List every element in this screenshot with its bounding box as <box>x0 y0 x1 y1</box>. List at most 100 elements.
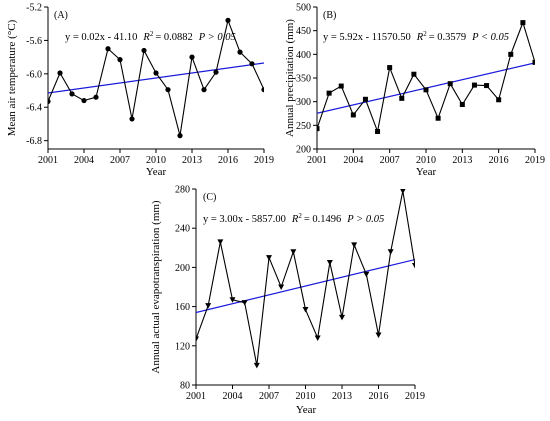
panel-b-ylabel: Annual precipitation (mm) <box>284 19 296 137</box>
panel-c-data-point <box>351 242 358 248</box>
panel-a-axes: -6.8 -6.4 -6.0 -5.6 -5.2 2001 2004 2007 2010 2013… <box>26 3 274 167</box>
panel-c-data-point <box>290 249 297 255</box>
panel-c-x-tick-label: 2001 <box>186 391 206 402</box>
panel-a-data-point <box>225 17 231 23</box>
panel-c-y-tick-label: 120 <box>175 341 190 352</box>
panel-c-trend-line <box>196 258 415 314</box>
panel-c-y-tick-label: 160 <box>175 302 190 313</box>
panel-a-data-point <box>117 57 123 63</box>
panel-c-data-point <box>196 336 199 342</box>
panel-a-data-point <box>249 61 255 67</box>
panel-b-x-tick-label: 2001 <box>307 155 327 166</box>
panel-a-data-point <box>201 87 207 93</box>
panel-b-x-tick-label: 2019 <box>525 155 545 166</box>
panel-c-data-point <box>217 239 224 245</box>
panel-c-y-tick-label: 280 <box>175 185 190 196</box>
panel-a-x-tick-label: 2016 <box>218 155 238 166</box>
panel-b-data-point <box>338 83 344 89</box>
panel-a-y-tick-label: -5.6 <box>26 36 42 47</box>
panel-a-label: (A) <box>54 10 68 21</box>
panel-a-x-tick-label: 2019 <box>254 155 274 166</box>
panel-b-y-tick-label: 500 <box>296 3 311 14</box>
panel-c-data-point <box>314 335 321 341</box>
panel-c-data-point <box>266 255 272 261</box>
panel-c-axes: 80 120 160 200 240 280 2001 2004 2007 2010 2013 201… <box>175 185 425 403</box>
panel-c-data-point <box>363 271 370 278</box>
panel-c-regression-line <box>196 258 415 314</box>
panel-a-data-point <box>81 97 87 104</box>
panel-b-y-tick-label: 200 <box>296 145 311 156</box>
panel-b-x-tick-label: 2010 <box>416 155 436 166</box>
panel-b-data-point <box>435 115 441 121</box>
panel-b-data-point <box>326 90 332 96</box>
panel-a: -6.8 -6.4 -6.0 -5.6 -5.2 2001 2004 2007 2010 2013… <box>6 3 274 179</box>
panel-c-x-tick-label: 2007 <box>259 391 279 402</box>
panel-a-regression-line <box>48 62 264 94</box>
panel-a-data-point <box>141 47 147 54</box>
panel-b-xlabel: Year <box>416 166 437 178</box>
panel-b-x-tick-label: 2004 <box>343 155 363 166</box>
panel-b-y-tick-label: 400 <box>296 50 311 61</box>
panel-c-data-point <box>400 189 406 194</box>
panel-c-y-tick-label: 240 <box>175 224 190 235</box>
panel-b-data-point <box>375 128 381 134</box>
panel-c-ylabel: Annual actual evapotranspiration (mm) <box>150 200 162 374</box>
panel-c-data-point <box>302 307 309 313</box>
panel-b-data-point <box>411 71 417 77</box>
panel-a-x-tick-label: 2001 <box>38 155 58 166</box>
panel-a-data-point <box>189 54 195 60</box>
panel-a-data-point <box>165 87 171 93</box>
panel-c-data-point <box>339 314 345 321</box>
panel-c-y-tick-label: 80 <box>180 381 190 392</box>
panel-a-trend-line <box>48 62 264 94</box>
panel-c-series <box>196 189 415 369</box>
panel-c-data-point <box>278 284 285 290</box>
panel-b-axes: 200 250 300 350 400 450 500 2001 2004 2007 2010 201… <box>296 3 545 167</box>
panel-a-y-tick-label: -6.0 <box>26 69 42 80</box>
panel-c-data-point <box>205 303 212 309</box>
panel-b-data-point <box>471 82 477 88</box>
panel-a-data-point <box>261 87 264 93</box>
panel-a-y-tick-label: -6.4 <box>26 103 42 114</box>
panel-a-data-point <box>48 98 51 104</box>
panel-b-data-point <box>459 102 465 108</box>
panel-b-data-point <box>447 81 453 87</box>
panel-a-data-point <box>69 91 75 97</box>
panel-a-x-tick-label: 2013 <box>182 155 202 166</box>
panel-a-x-tick-label: 2010 <box>146 155 166 166</box>
panel-b-x-tick-label: 2007 <box>380 155 400 166</box>
panel-b-y-tick-label: 350 <box>296 74 311 85</box>
panel-c-x-tick-label: 2016 <box>369 391 389 402</box>
panel-a-data-point <box>153 70 159 76</box>
panel-b-data-point <box>317 126 320 132</box>
panel-c-data-point <box>326 260 333 266</box>
panel-c-x-tick-label: 2004 <box>223 391 243 402</box>
panel-b-data-point <box>362 96 368 102</box>
panel-b-data-point <box>399 95 405 101</box>
panel-c-data-point <box>241 300 248 306</box>
panel-c-data-point <box>412 262 415 269</box>
panel-b-series <box>317 20 535 134</box>
panel-c-label: (C) <box>203 192 216 203</box>
panel-b-data-point <box>508 51 514 57</box>
panel-b-x-tick-label: 2016 <box>489 155 509 166</box>
panel-a-y-tick-label: -5.2 <box>26 3 42 14</box>
panel-b-y-tick-label: 250 <box>296 121 311 132</box>
panel-c-data-point <box>375 332 382 339</box>
panel-a-x-tick-label: 2004 <box>74 155 94 166</box>
panel-c-data-point <box>387 249 394 255</box>
panel-a-data-point <box>177 133 183 139</box>
panel-a-data-point <box>57 70 63 76</box>
panel-b-data-point <box>532 59 535 65</box>
panel-b-data-point <box>520 20 526 26</box>
panel-c-data-point <box>253 362 260 369</box>
panel-b-data-point <box>387 65 393 71</box>
panel-a-ylabel: Mean air temperature (°C) <box>6 19 18 136</box>
panel-b-y-tick-label: 450 <box>296 26 311 37</box>
panel-a-data-point <box>105 46 111 52</box>
panel-c-x-tick-label: 2013 <box>332 391 352 402</box>
panel-a-data-point <box>213 69 219 75</box>
panel-b-x-tick-label: 2013 <box>452 155 472 166</box>
panel-a-y-tick-label: -6.8 <box>26 136 42 147</box>
